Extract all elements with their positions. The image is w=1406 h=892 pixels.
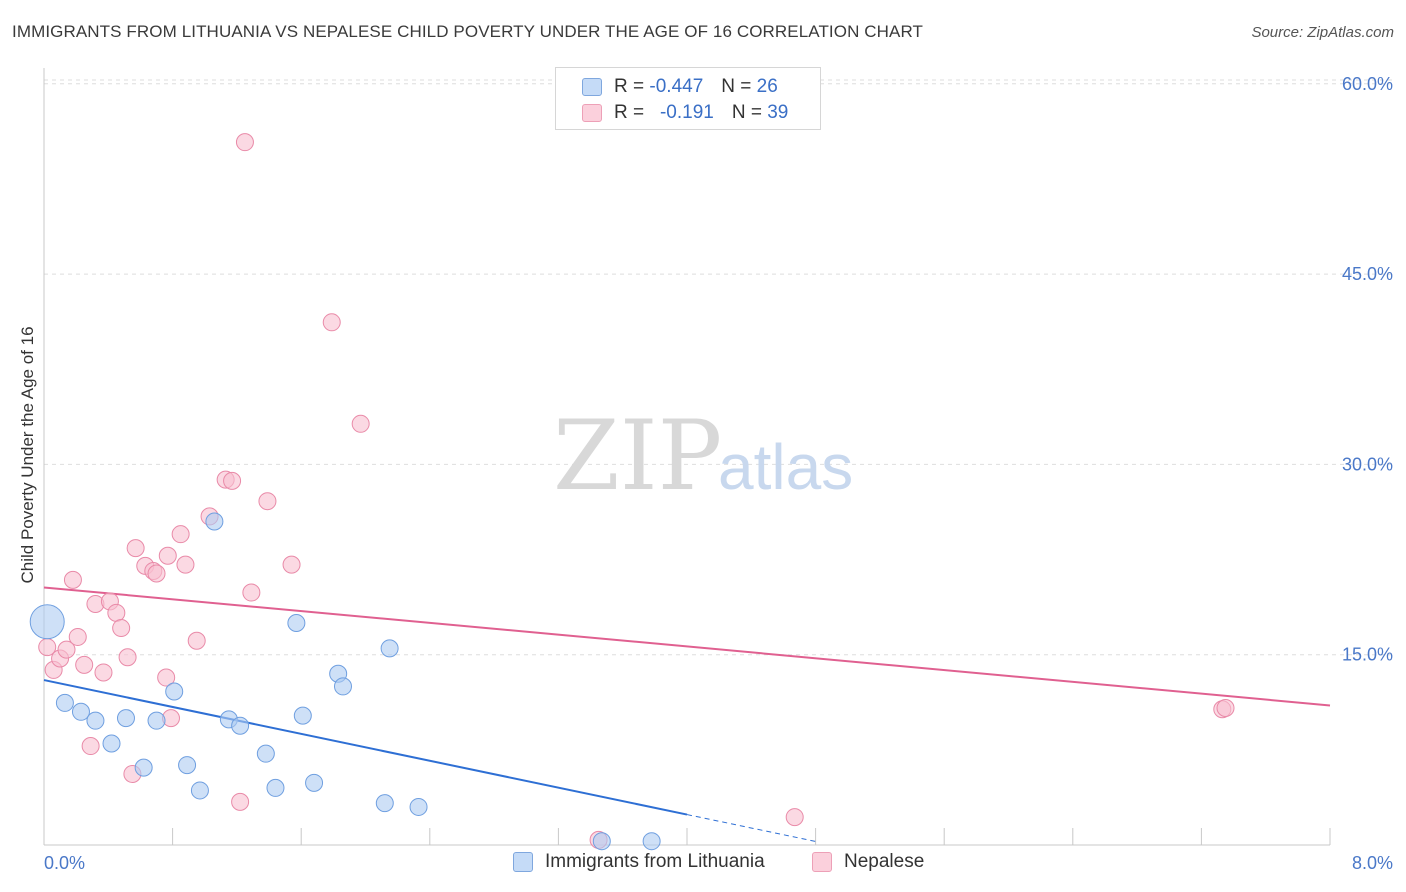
- source-label: Source: ZipAtlas.com: [1251, 24, 1394, 41]
- legend-swatch-lithuania: [582, 78, 602, 96]
- point-nepalese: [126, 539, 145, 558]
- point-lithuania: [333, 677, 352, 696]
- legend-n-value: 39: [767, 102, 789, 123]
- point-nepalese: [223, 471, 242, 490]
- legend-swatch-nepalese: [812, 852, 832, 872]
- watermark-atlas: atlas: [718, 431, 853, 503]
- point-nepalese: [157, 668, 176, 687]
- trend-line-lithuania-extension: [686, 814, 816, 842]
- point-nepalese: [158, 546, 177, 565]
- point-lithuania: [266, 778, 285, 797]
- legend-item-lithuania[interactable]: Immigrants from Lithuania: [513, 851, 765, 873]
- y-tick-label: 60.0%: [1342, 74, 1393, 94]
- point-nepalese: [112, 619, 131, 638]
- legend-item-nepalese[interactable]: Nepalese: [812, 851, 924, 873]
- point-nepalese: [81, 737, 100, 756]
- x-tick-labels: 0.0% 8.0%: [44, 853, 1393, 873]
- point-nepalese: [176, 555, 195, 574]
- point-nepalese: [231, 792, 250, 811]
- y-tick-label: 30.0%: [1342, 454, 1393, 474]
- point-lithuania: [287, 613, 306, 632]
- point-lithuania: [205, 512, 224, 531]
- point-nepalese: [171, 525, 190, 544]
- point-lithuania: [592, 832, 611, 851]
- point-lithuania: [293, 706, 312, 725]
- point-nepalese: [75, 655, 94, 674]
- legend-label-lithuania: Immigrants from Lithuania: [545, 851, 765, 872]
- data-points: [29, 133, 1235, 851]
- point-nepalese: [242, 583, 261, 602]
- watermark-zip: ZIP: [553, 400, 722, 512]
- point-lithuania: [178, 756, 197, 775]
- point-lithuania: [305, 773, 324, 792]
- trend-lines: [43, 586, 1331, 842]
- point-lithuania: [71, 702, 90, 721]
- legend-r-label: R =: [614, 76, 645, 97]
- grid-lines: [44, 79, 1393, 656]
- point-lithuania: [55, 693, 74, 712]
- point-lithuania: [380, 639, 399, 658]
- stats-legend: R = -0.447 N = 26 R = -0.191 N = 39: [555, 67, 821, 130]
- point-nepalese: [1216, 698, 1235, 717]
- legend-row-lithuania: R = -0.447 N = 26: [582, 75, 778, 99]
- y-tick-label: 15.0%: [1342, 645, 1393, 665]
- point-lithuania: [147, 711, 166, 730]
- legend-r-label: R =: [614, 102, 645, 123]
- point-lithuania: [409, 797, 428, 816]
- point-lithuania: [256, 744, 275, 763]
- point-lithuania: [231, 716, 250, 735]
- legend-label-nepalese: Nepalese: [844, 851, 925, 872]
- point-nepalese: [785, 808, 804, 827]
- point-lithuania: [642, 832, 661, 851]
- point-nepalese: [187, 631, 206, 650]
- legend-n-label: N =: [721, 76, 752, 97]
- trend-line-nepalese: [43, 586, 1331, 707]
- point-nepalese: [258, 492, 277, 511]
- point-nepalese: [322, 313, 341, 332]
- point-nepalese: [282, 555, 301, 574]
- legend-swatch-nepalese: [582, 104, 602, 122]
- x-tick-label: 8.0%: [1352, 853, 1393, 873]
- point-nepalese: [118, 648, 137, 667]
- series-legend: Immigrants from Lithuania Nepalese: [0, 851, 1406, 877]
- point-lithuania: [86, 711, 105, 730]
- legend-r-value: -0.191: [659, 102, 714, 123]
- legend-r-value: -0.447: [649, 76, 704, 97]
- point-nepalese: [68, 627, 87, 646]
- legend-swatch-lithuania: [513, 852, 533, 872]
- legend-n-value: 26: [756, 76, 778, 97]
- point-lithuania: [375, 794, 394, 813]
- point-lithuania: [134, 758, 153, 777]
- point-nepalese: [351, 414, 370, 433]
- point-lithuania: [190, 781, 209, 800]
- point-nepalese: [147, 564, 166, 583]
- point-lithuania: [116, 709, 135, 728]
- point-lithuania: [165, 682, 184, 701]
- point-lithuania: [102, 734, 121, 753]
- legend-n-label: N =: [731, 102, 762, 123]
- axes: [43, 68, 1331, 846]
- point-nepalese: [57, 640, 76, 659]
- point-nepalese: [235, 133, 254, 152]
- legend-row-nepalese: R = -0.191 N = 39: [582, 101, 788, 125]
- trend-line-lithuania: [43, 679, 688, 816]
- point-lithuania: [29, 604, 65, 640]
- point-nepalese: [107, 603, 126, 622]
- point-nepalese: [94, 663, 113, 682]
- x-tick-label: 0.0%: [44, 853, 85, 873]
- y-tick-labels: 15.0% 30.0% 45.0% 60.0%: [1342, 74, 1393, 665]
- y-tick-label: 45.0%: [1342, 264, 1393, 284]
- chart-title: IMMIGRANTS FROM LITHUANIA VS NEPALESE CH…: [12, 22, 924, 41]
- point-nepalese: [63, 570, 82, 589]
- watermark: ZIP atlas: [553, 400, 853, 512]
